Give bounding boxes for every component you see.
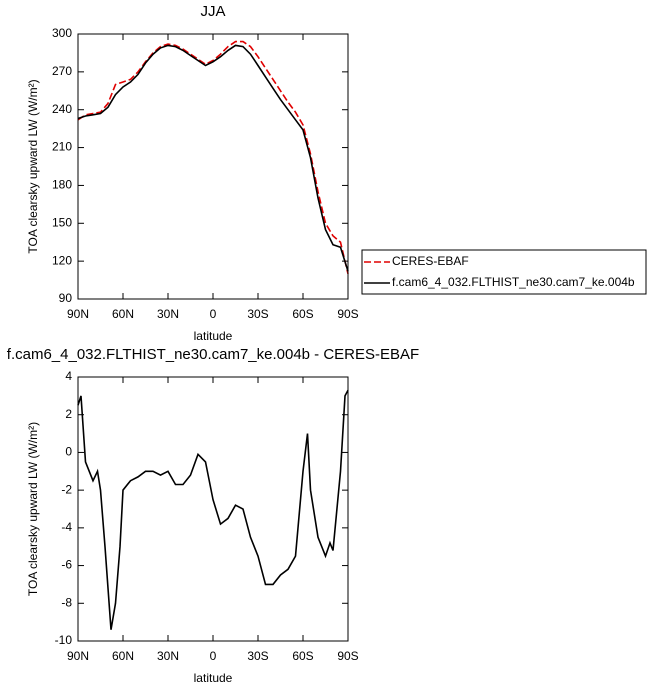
y-tick-label: 2	[65, 407, 72, 421]
x-tick-label: 0	[210, 307, 217, 321]
y-tick-label: 4	[65, 369, 72, 383]
x-axis-title: latitude	[194, 329, 233, 343]
data-line	[77, 44, 349, 272]
y-tick-label: 180	[52, 178, 72, 192]
y-tick-label: 120	[52, 253, 72, 267]
x-axis-title: latitude	[194, 671, 233, 685]
y-tick-label: 90	[59, 291, 73, 305]
y-axis-title: TOA clearsky upward LW (W/m²)	[26, 79, 40, 253]
x-tick-label: 60S	[292, 649, 313, 663]
chart-title: JJA	[200, 3, 225, 20]
chart-title: f.cam6_4_032.FLTHIST_ne30.cam7_ke.004b -…	[7, 346, 419, 363]
y-tick-label: -8	[61, 595, 72, 609]
legend-label: CERES-EBAF	[392, 254, 469, 268]
y-tick-label: 150	[52, 215, 72, 229]
x-tick-label: 90N	[67, 649, 89, 663]
x-tick-label: 60S	[292, 307, 313, 321]
x-tick-label: 90S	[337, 307, 358, 321]
y-tick-label: -4	[61, 520, 72, 534]
y-tick-label: -2	[61, 482, 72, 496]
x-tick-label: 90N	[67, 307, 89, 321]
y-axis-title: TOA clearsky upward LW (W/m²)	[26, 422, 40, 596]
y-tick-label: 270	[52, 64, 72, 78]
x-tick-label: 60N	[112, 307, 134, 321]
y-tick-label: -6	[61, 558, 72, 572]
x-tick-label: 30S	[247, 307, 268, 321]
legend-box	[361, 249, 647, 295]
y-tick-label: 300	[52, 26, 72, 40]
plot-frame	[77, 33, 349, 300]
plot-frame	[77, 376, 349, 642]
y-tick-label: 0	[65, 445, 72, 459]
data-line	[77, 40, 349, 274]
legend-label: f.cam6_4_032.FLTHIST_ne30.cam7_ke.004b	[392, 275, 635, 289]
y-tick-label: 210	[52, 140, 72, 154]
y-tick-label: 240	[52, 102, 72, 116]
x-tick-label: 30S	[247, 649, 268, 663]
data-line	[77, 389, 349, 630]
y-tick-label: -10	[55, 633, 73, 647]
x-tick-label: 30N	[157, 649, 179, 663]
x-tick-label: 60N	[112, 649, 134, 663]
x-tick-label: 30N	[157, 307, 179, 321]
x-tick-label: 90S	[337, 649, 358, 663]
x-tick-label: 0	[210, 649, 217, 663]
